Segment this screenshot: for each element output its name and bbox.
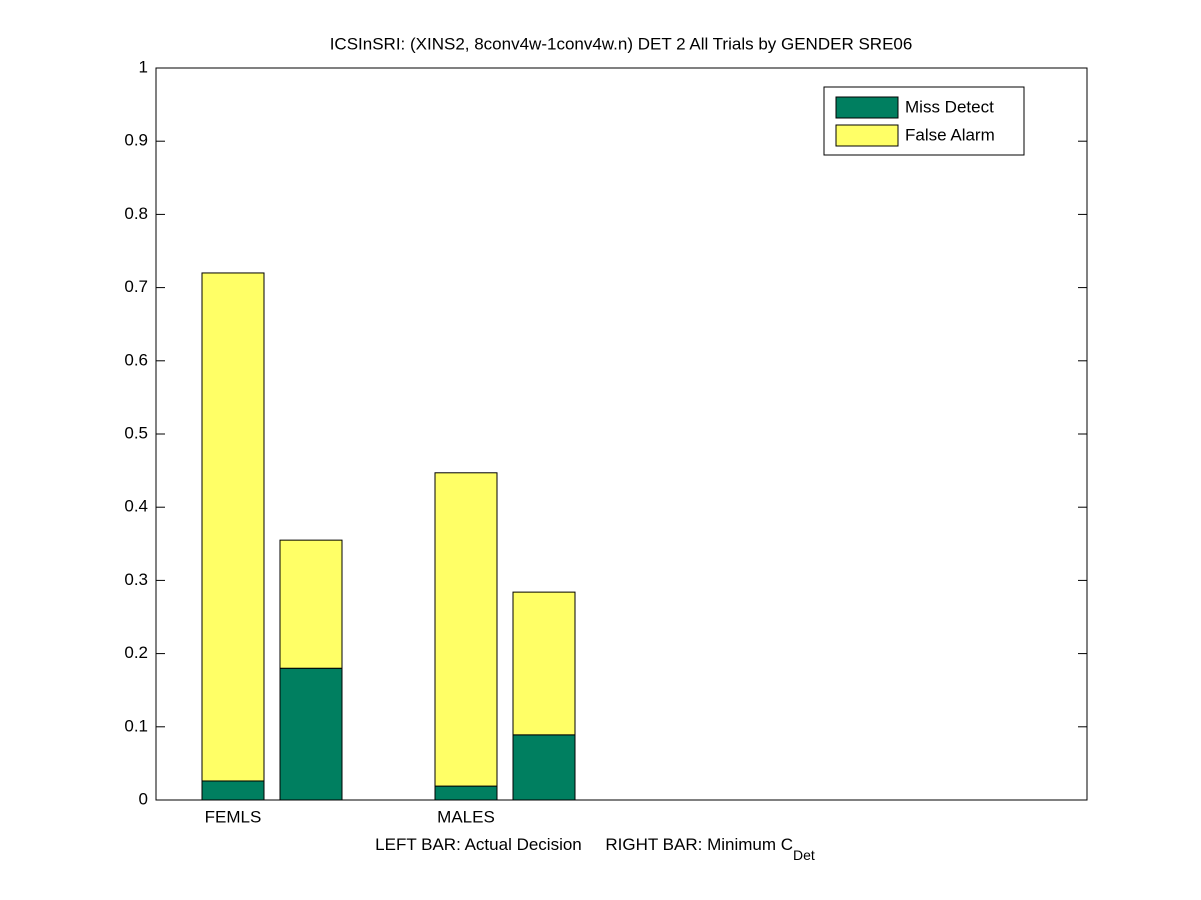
bar-segment [434,785,498,801]
legend-swatch [835,96,899,119]
y-tick-label: 1 [139,57,148,76]
legend-swatch [835,124,899,147]
y-tick-label: 0.8 [124,204,148,223]
y-tick-label: 0.3 [124,570,148,589]
x-tick-label: FEMLS [205,807,262,826]
bar-segment [512,734,576,801]
legend-label: Miss Detect [905,97,994,116]
x-axis-label: LEFT BAR: Actual Decision RIGHT BAR: Min… [375,835,815,862]
chart-title: ICSInSRI: (XINS2, 8conv4w-1conv4w.n) DET… [330,34,913,53]
y-tick-label: 0.2 [124,643,148,662]
bar-segment [279,539,343,669]
y-tick-label: 0.6 [124,350,148,369]
y-tick-label: 0.7 [124,277,148,296]
y-tick-label: 0.4 [124,497,148,516]
bar-segment [434,472,498,787]
x-tick-label: MALES [437,807,495,826]
legend-label: False Alarm [905,125,995,144]
bar-segment [201,272,265,782]
y-tick-label: 0.9 [124,131,148,150]
y-tick-label: 0.5 [124,423,148,442]
bar-segment [512,591,576,736]
y-tick-label: 0.1 [124,716,148,735]
bar-segment [279,667,343,801]
x-label-text: LEFT BAR: Actual Decision RIGHT BAR: Min… [375,835,793,854]
x-label-subscript: Det [793,847,815,863]
bar-segment [201,780,265,801]
y-tick-label: 0 [139,789,148,808]
